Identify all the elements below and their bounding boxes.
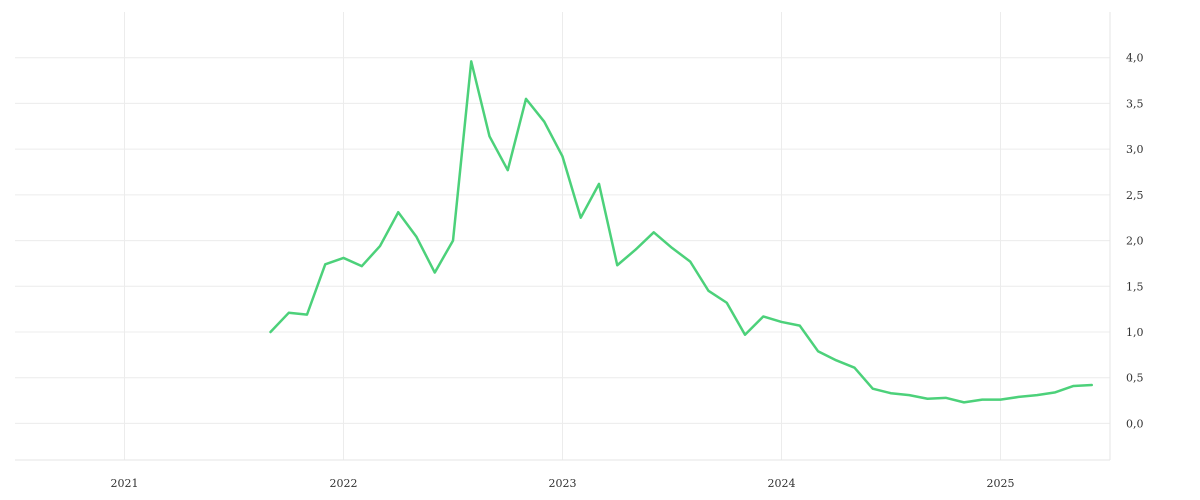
x-tick-label: 2023 [549, 477, 577, 490]
y-tick-label: 0,5 [1126, 372, 1144, 385]
y-tick-label: 3,0 [1126, 143, 1144, 156]
x-tick-label: 2025 [987, 477, 1015, 490]
grid [15, 12, 1111, 461]
x-tick-label: 2024 [768, 477, 796, 490]
series-line [269, 60, 1093, 404]
series-layer [269, 60, 1093, 404]
y-tick-label: 1,0 [1126, 326, 1144, 339]
y-tick-label: 4,0 [1126, 52, 1144, 65]
y-axis: 0,0 0,5 1,0 1,5 2,0 2,5 3,0 3,5 4,0 [1126, 52, 1144, 431]
x-axis: 2021 2022 2023 2024 2025 [111, 477, 1015, 490]
x-tick-label: 2022 [330, 477, 358, 490]
x-tick-label: 2021 [111, 477, 139, 490]
y-tick-label: 2,0 [1126, 235, 1144, 248]
y-tick-label: 2,5 [1126, 189, 1144, 202]
y-tick-label: 1,5 [1126, 280, 1144, 293]
y-tick-label: 3,5 [1126, 97, 1144, 110]
y-tick-label: 0,0 [1126, 417, 1144, 430]
